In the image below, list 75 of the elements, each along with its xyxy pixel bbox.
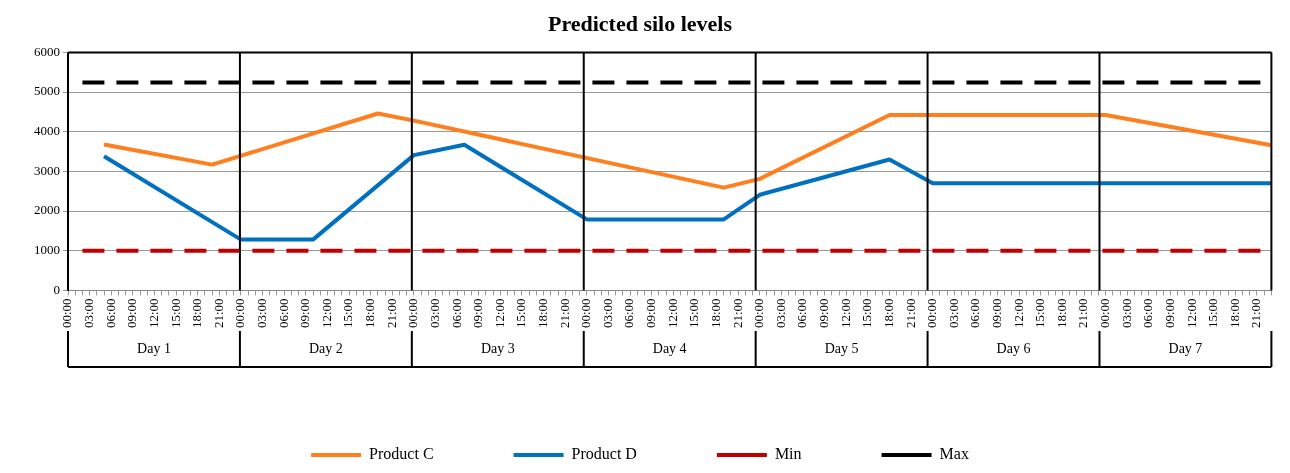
- x-tick-label: 15:00: [859, 298, 875, 329]
- y-tick-label: 0: [53, 281, 60, 297]
- x-tick-label: 06:00: [621, 298, 637, 329]
- x-tick-label: 12:00: [1183, 298, 1199, 329]
- x-tick-label: 09:00: [1161, 298, 1177, 329]
- x-tick-label: 00:00: [232, 298, 248, 329]
- text: Day 2: [308, 340, 343, 356]
- x-tick-label: 03:00: [1118, 298, 1134, 329]
- x-tick-label: 06:00: [275, 298, 291, 329]
- x-tick-label: 15:00: [1032, 298, 1048, 329]
- x-tick-label: 09:00: [988, 298, 1004, 329]
- x-tick-label: 18:00: [535, 298, 551, 329]
- x-tick-label: 03:00: [81, 298, 97, 329]
- x-tick-label: 18:00: [707, 298, 723, 329]
- x-tick-label: 00:00: [59, 298, 75, 329]
- x-tick-label: 21:00: [1248, 298, 1264, 329]
- x-tick-label: 09:00: [470, 298, 486, 329]
- x-tick-label: 12:00: [1010, 298, 1026, 329]
- x-tick-label: 06:00: [967, 298, 983, 329]
- x-tick-label: 21:00: [210, 298, 226, 329]
- x-tick-label: 06:00: [1140, 298, 1156, 329]
- y-tick-label: 2000: [34, 202, 60, 218]
- x-tick-label: 03:00: [945, 298, 961, 329]
- y-tick-label: 3000: [34, 162, 60, 178]
- x-tick-label: 09:00: [124, 298, 140, 329]
- x-tick-label: 00:00: [405, 298, 421, 329]
- x-tick-label: 09:00: [297, 298, 313, 329]
- x-tick-label: 18:00: [880, 298, 896, 329]
- x-tick-label: 18:00: [189, 298, 205, 329]
- x-tick-label: 18:00: [362, 298, 378, 329]
- legend-label: Min: [774, 445, 802, 463]
- x-tick-label: 21:00: [556, 298, 572, 329]
- y-tick-label: 1000: [34, 242, 60, 258]
- x-tick-label: 09:00: [643, 298, 659, 329]
- x-tick-label: 21:00: [1075, 298, 1091, 329]
- x-tick-label: 18:00: [1226, 298, 1242, 329]
- x-tick-label: 18:00: [1053, 298, 1069, 329]
- x-tick-label: 15:00: [686, 298, 702, 329]
- y-tick-label: 6000: [34, 43, 60, 59]
- x-tick-label: 06:00: [794, 298, 810, 329]
- y-tick-label: 4000: [34, 123, 60, 139]
- x-tick-label: 03:00: [599, 298, 615, 329]
- x-tick-label: 06:00: [448, 298, 464, 329]
- x-tick-label: 06:00: [102, 298, 118, 329]
- legend-label: Product C: [369, 445, 434, 463]
- x-tick-label: 15:00: [1205, 298, 1221, 329]
- text: Day 4: [652, 340, 687, 356]
- x-tick-label: 12:00: [664, 298, 680, 329]
- x-tick-label: 12:00: [491, 298, 507, 329]
- text: Day 3: [480, 340, 515, 356]
- x-tick-label: 15:00: [167, 298, 183, 329]
- x-tick-label: 09:00: [816, 298, 832, 329]
- x-tick-label: 00:00: [751, 298, 767, 329]
- x-tick-label: 03:00: [426, 298, 442, 329]
- x-tick-label: 15:00: [340, 298, 356, 329]
- legend-label: Max: [939, 445, 969, 463]
- text: Day 6: [996, 340, 1031, 356]
- chart-title: Predicted silo levels: [547, 10, 733, 36]
- y-tick-label: 5000: [34, 83, 60, 99]
- text: Day 5: [824, 340, 859, 356]
- x-tick-label: 12:00: [837, 298, 853, 329]
- x-tick-label: 12:00: [145, 298, 161, 329]
- x-tick-label: 21:00: [902, 298, 918, 329]
- x-tick-label: 00:00: [578, 298, 594, 329]
- x-tick-label: 00:00: [1097, 298, 1113, 329]
- x-tick-label: 21:00: [383, 298, 399, 329]
- x-tick-label: 03:00: [772, 298, 788, 329]
- x-tick-label: 21:00: [729, 298, 745, 329]
- text: Day 7: [1168, 340, 1203, 356]
- x-tick-label: 12:00: [318, 298, 334, 329]
- legend-label: Product D: [571, 445, 637, 463]
- x-tick-label: 00:00: [924, 298, 940, 329]
- x-tick-label: 03:00: [253, 298, 269, 329]
- x-tick-label: 15:00: [513, 298, 529, 329]
- text: Day 1: [137, 340, 171, 356]
